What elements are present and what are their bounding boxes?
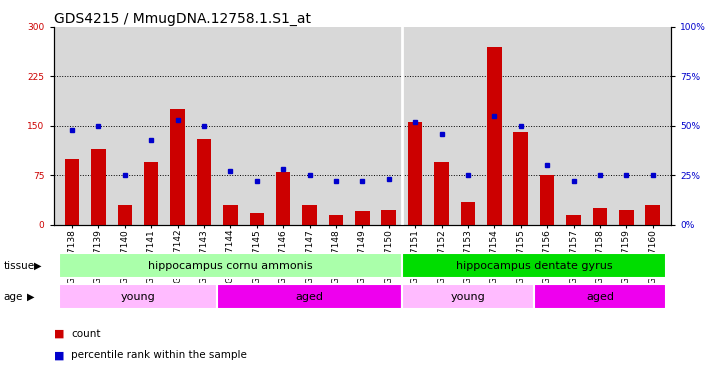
Bar <box>381 210 396 225</box>
Text: aged: aged <box>586 291 614 302</box>
Text: ▶: ▶ <box>27 291 35 302</box>
Text: ■: ■ <box>54 350 64 360</box>
Text: young: young <box>121 291 156 302</box>
Bar <box>118 205 132 225</box>
Bar <box>408 122 423 225</box>
Bar <box>540 175 554 225</box>
Bar <box>171 109 185 225</box>
Text: young: young <box>451 291 486 302</box>
Bar <box>223 205 238 225</box>
Bar <box>197 139 211 225</box>
Text: age: age <box>4 291 23 302</box>
Bar <box>566 215 580 225</box>
Text: hippocampus cornu ammonis: hippocampus cornu ammonis <box>148 261 313 271</box>
Bar <box>276 172 291 225</box>
Bar <box>65 159 79 225</box>
Text: aged: aged <box>296 291 323 302</box>
Bar <box>619 210 633 225</box>
Bar <box>144 162 159 225</box>
Text: percentile rank within the sample: percentile rank within the sample <box>71 350 247 360</box>
Bar <box>434 162 449 225</box>
Text: ■: ■ <box>54 329 64 339</box>
Bar <box>91 149 106 225</box>
Bar <box>355 212 370 225</box>
Text: GDS4215 / MmugDNA.12758.1.S1_at: GDS4215 / MmugDNA.12758.1.S1_at <box>54 12 311 25</box>
Bar <box>513 132 528 225</box>
Bar <box>593 208 607 225</box>
Bar <box>487 46 501 225</box>
Text: ▶: ▶ <box>34 261 42 271</box>
Text: hippocampus dentate gyrus: hippocampus dentate gyrus <box>456 261 612 271</box>
Bar <box>461 202 476 225</box>
Text: tissue: tissue <box>4 261 35 271</box>
Text: count: count <box>71 329 101 339</box>
Bar <box>328 215 343 225</box>
Bar <box>249 213 264 225</box>
Bar <box>645 205 660 225</box>
Bar <box>302 205 317 225</box>
